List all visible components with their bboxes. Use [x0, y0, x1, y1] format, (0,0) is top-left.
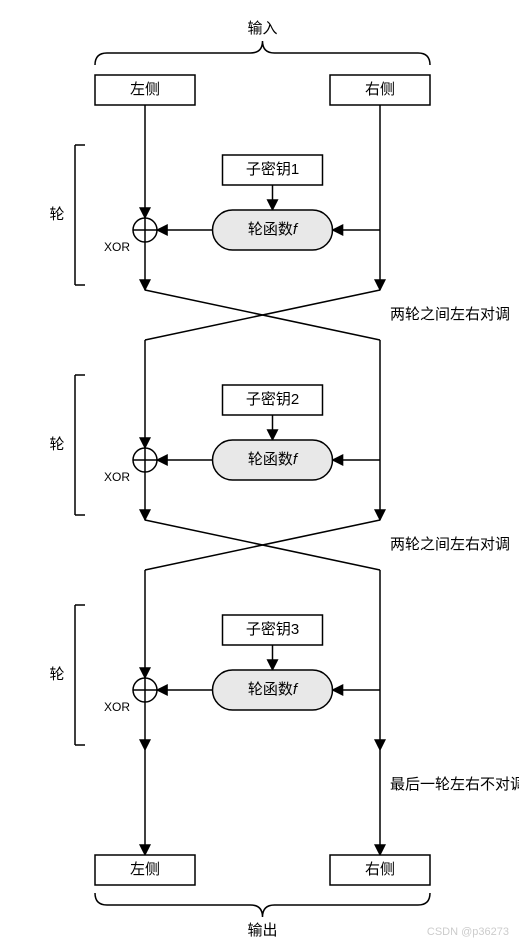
subkey-label-2: 子密钥2 [246, 391, 299, 408]
roundfn-label-2: 轮函数f [248, 451, 299, 468]
noswap-label: 最后一轮左右不对调 [390, 776, 519, 793]
roundfn-label-3: 轮函数f [248, 681, 299, 698]
swap-label-1: 两轮之间左右对调 [390, 306, 510, 323]
feistel-diagram: 输入左侧右侧XOR子密钥1轮函数f轮两轮之间左右对调XOR子密钥2轮函数f轮两轮… [0, 0, 519, 940]
input-brace [95, 41, 430, 65]
roundfn-label-1: 轮函数f [248, 221, 299, 238]
round-bracket-3-label: 轮 [49, 666, 64, 683]
round-bracket-2-label: 轮 [49, 436, 64, 453]
output-brace [95, 893, 430, 917]
round-bracket-1-label: 轮 [49, 206, 64, 223]
xor-label-3: XOR [104, 700, 130, 714]
xor-label-1: XOR [104, 240, 130, 254]
xor-label-2: XOR [104, 470, 130, 484]
input-brace-label: 输入 [247, 20, 277, 37]
top-left-label: 左侧 [130, 81, 160, 98]
output-brace-label: 输出 [247, 922, 277, 939]
bottom-left-label: 左侧 [130, 861, 160, 878]
bottom-right-label: 右侧 [365, 861, 395, 878]
subkey-label-3: 子密钥3 [246, 621, 299, 638]
watermark: CSDN @p36273 [427, 926, 509, 938]
top-right-label: 右侧 [365, 81, 395, 98]
swap-label-2: 两轮之间左右对调 [390, 536, 510, 553]
subkey-label-1: 子密钥1 [246, 161, 299, 178]
